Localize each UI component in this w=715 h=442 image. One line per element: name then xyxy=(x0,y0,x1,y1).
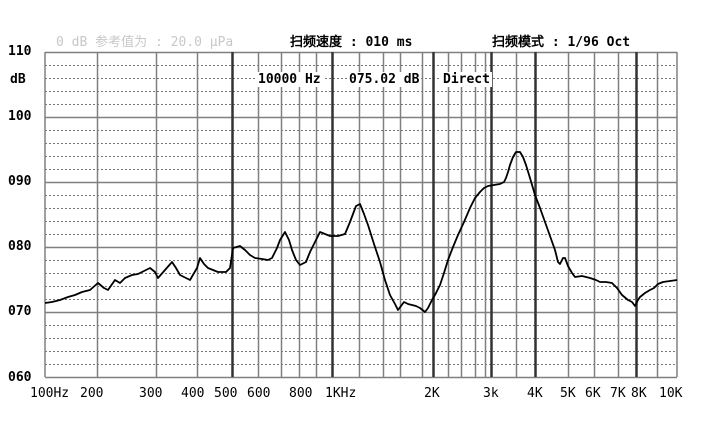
x-tick: 4K xyxy=(527,386,543,401)
y-tick: 090 xyxy=(8,174,32,189)
y-tick: 070 xyxy=(8,304,32,319)
x-tick: 800 xyxy=(289,386,313,401)
x-tick: 400 xyxy=(181,386,205,401)
y-axis-unit: dB xyxy=(10,72,26,87)
x-tick: 100Hz xyxy=(30,386,70,401)
y-tick: 080 xyxy=(8,239,32,254)
x-tick: 600 xyxy=(247,386,271,401)
x-tick: 6K xyxy=(585,386,601,401)
x-tick: 3k xyxy=(483,386,499,401)
grid xyxy=(44,51,678,379)
x-tick: 5K xyxy=(560,386,576,401)
sweep-mode-label: 扫频模式 : 1/96 Oct xyxy=(492,35,631,50)
marker-level: 075.02 dB xyxy=(347,72,422,87)
marker-frequency: 10000 Hz xyxy=(256,72,323,87)
x-tick: 500 xyxy=(214,386,238,401)
response-curve xyxy=(44,151,678,313)
x-tick: 2K xyxy=(424,386,440,401)
marker-mode: Direct xyxy=(441,72,492,87)
y-tick: 110 xyxy=(8,44,32,59)
reference-level-label: 0 dB 参考值为 : 20.0 μPa xyxy=(56,35,234,50)
y-tick: 060 xyxy=(8,370,32,385)
x-tick: 1KHz xyxy=(325,386,357,401)
x-tick: 200 xyxy=(80,386,104,401)
y-tick: 100 xyxy=(8,109,32,124)
x-tick: 300 xyxy=(139,386,163,401)
x-tick: 10K xyxy=(659,386,683,401)
x-tick: 7K xyxy=(610,386,626,401)
sweep-speed-label: 扫频速度 : 010 ms xyxy=(290,35,413,50)
x-tick: 8K xyxy=(631,386,647,401)
